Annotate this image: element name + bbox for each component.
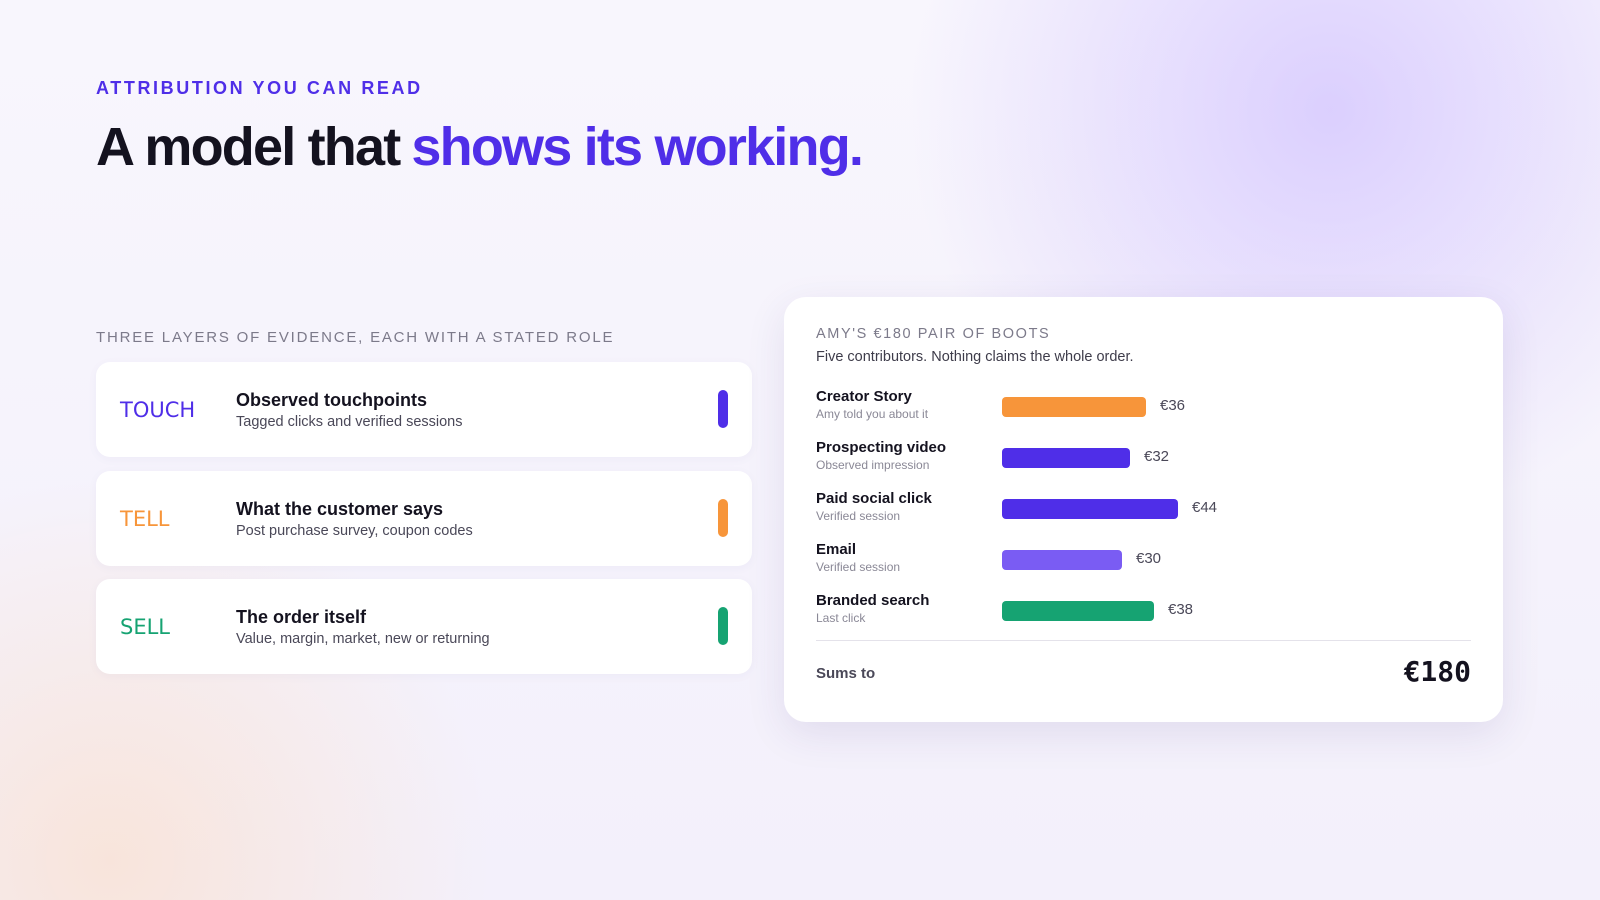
bar — [1002, 397, 1146, 417]
layer-indicator — [718, 607, 728, 645]
bar — [1002, 448, 1130, 468]
bar — [1002, 601, 1154, 621]
value-label: €38 — [1168, 601, 1194, 618]
layer-indicator — [718, 498, 728, 537]
card-subtitle: Five contributors. Nothing claims the wh… — [816, 349, 1134, 365]
layer-indicator — [718, 390, 728, 428]
value-label: €44 — [1192, 499, 1218, 516]
layer-title: What the customer says — [236, 498, 444, 519]
divider — [816, 640, 1471, 641]
value-label: €32 — [1144, 448, 1170, 465]
layer-title: Observed touchpoints — [236, 390, 428, 410]
card-title: AMY'S €180 PAIR OF BOOTS — [816, 326, 1051, 342]
layer-detail: Value, margin, market, new or returning — [236, 631, 490, 647]
headline-lead: A model that — [96, 117, 401, 177]
contributor-name: Email — [816, 541, 857, 558]
layer-card: SELL The order itself Value, margin, marke… — [96, 579, 752, 674]
contributor-name: Paid social click — [816, 490, 932, 507]
breakdown-card: AMY'S €180 PAIR OF BOOTS Five contributo… — [784, 297, 1503, 722]
contributor-note: Verified session — [816, 509, 901, 523]
value-label: €36 — [1160, 397, 1186, 414]
layer-card: TELL What the customer says Post purchase … — [96, 470, 752, 566]
layer-tag: TOUCH — [120, 398, 196, 422]
layer-detail: Tagged clicks and verified sessions — [236, 414, 463, 430]
headline: A model that shows its working. — [96, 116, 864, 178]
layer-detail: Post purchase survey, coupon codes — [236, 522, 473, 539]
total-value: €180 — [1403, 655, 1471, 688]
bar — [1002, 499, 1178, 519]
contributor-name: Prospecting video — [816, 439, 947, 456]
contributor-note: Observed impression — [816, 458, 930, 472]
contributor-name: Branded search — [816, 592, 930, 609]
value-label: €30 — [1136, 550, 1162, 567]
contributor-name: Creator Story — [816, 388, 912, 405]
contributor-note: Last click — [816, 611, 866, 625]
layer-card: TOUCH Observed touchpoints Tagged clicks a… — [96, 362, 752, 457]
layer-title: The order itself — [236, 607, 367, 627]
headline-accent: shows its working. — [411, 117, 863, 177]
total-label: Sums to — [816, 665, 876, 682]
eyebrow: ATTRIBUTION YOU CAN READ — [96, 78, 423, 98]
section-heading: THREE LAYERS OF EVIDENCE, EACH WITH A ST… — [96, 329, 615, 346]
bar — [1002, 550, 1122, 570]
layer-tag: SELL — [120, 615, 170, 639]
layer-tag: TELL — [120, 506, 170, 531]
contributor-note: Verified session — [816, 560, 901, 574]
contributor-note: Amy told you about it — [816, 407, 929, 421]
